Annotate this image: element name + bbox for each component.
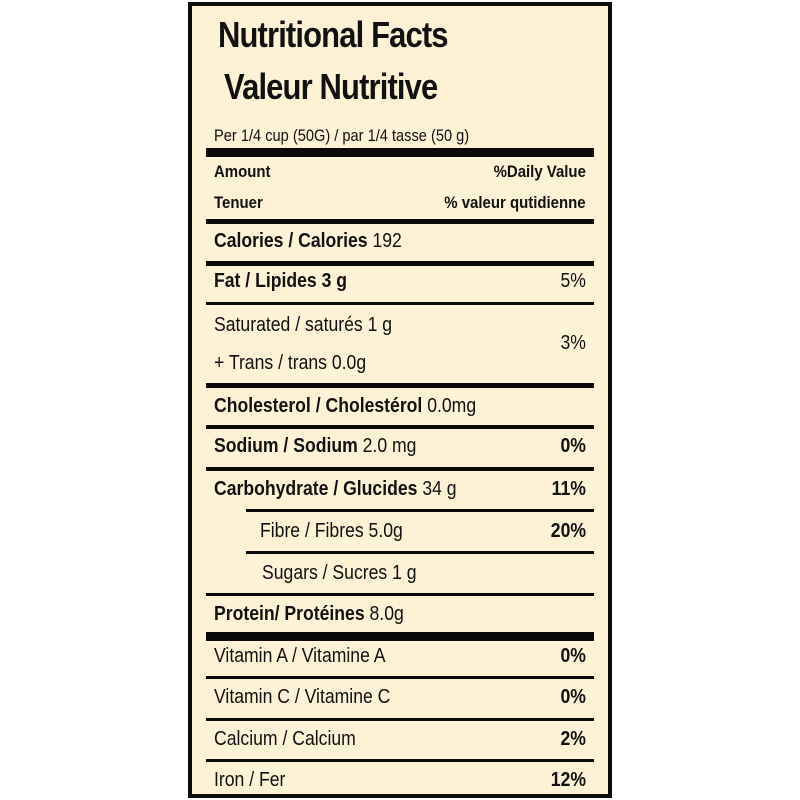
carbohydrate-label: Carbohydrate / Glucides: [214, 478, 418, 500]
calories-value: 192: [372, 230, 402, 252]
vitamin-a-daily-value: 0%: [560, 645, 586, 667]
iron-daily-value: 12%: [550, 769, 586, 791]
vitamin-c-label: Vitamin C / Vitamine C: [214, 686, 391, 708]
serving-size: Per 1/4 cup (50G) / par 1/4 tasse (50 g): [214, 126, 470, 145]
title-english: Nutritional Facts: [218, 14, 449, 55]
protein-row: Protein/ Protéines 8.0g: [214, 603, 404, 626]
sugars-label: Sugars / Sucres 1 g: [262, 562, 417, 584]
cholesterol-row: Cholesterol / Cholestérol 0.0mg: [214, 395, 476, 418]
divider: [246, 509, 594, 512]
sodium-row: Sodium / Sodium 2.0 mg: [214, 435, 416, 458]
sodium-label: Sodium / Sodium: [214, 435, 358, 457]
calcium-label: Calcium / Calcium: [214, 728, 356, 750]
divider: [206, 383, 594, 388]
divider: [206, 676, 594, 679]
vitamin-a-label: Vitamin A / Vitamine A: [214, 645, 386, 667]
divider: [206, 718, 594, 721]
fat-label: Fat / Lipides 3 g: [214, 270, 348, 292]
sodium-daily-value: 0%: [560, 435, 586, 457]
sodium-value: 2.0 mg: [362, 435, 417, 457]
carbohydrate-row: Carbohydrate / Glucides 34 g: [214, 478, 457, 501]
calories-label: Calories / Calories: [214, 230, 368, 252]
iron-label: Iron / Fer: [214, 769, 286, 791]
daily-value-header: %Daily Value: [493, 162, 586, 181]
amount-header-fr: Tenuer: [214, 193, 263, 212]
cholesterol-value: 0.0mg: [427, 395, 477, 417]
calcium-daily-value: 2%: [560, 728, 586, 750]
nutrition-facts-label: Nutritional Facts Valeur Nutritive Per 1…: [188, 2, 612, 798]
title-french: Valeur Nutritive: [224, 66, 438, 107]
protein-value: 8.0g: [369, 603, 404, 625]
fibre-daily-value: 20%: [550, 520, 586, 542]
saturated-label: Saturated / saturés 1 g: [214, 314, 393, 336]
calories-row: Calories / Calories 192: [214, 230, 402, 253]
divider: [206, 302, 594, 305]
cholesterol-label: Cholesterol / Cholestérol: [214, 395, 423, 417]
protein-label: Protein/ Protéines: [214, 603, 365, 625]
daily-value-header-fr: % valeur qutidienne: [444, 193, 586, 212]
divider: [206, 219, 594, 224]
fat-daily-value: 5%: [560, 270, 586, 292]
saturated-daily-value: 3%: [560, 332, 586, 354]
divider: [206, 467, 594, 471]
divider: [206, 759, 594, 762]
carbohydrate-value: 34 g: [422, 478, 457, 500]
divider: [246, 551, 594, 554]
amount-header: Amount: [214, 162, 271, 181]
divider: [206, 593, 594, 596]
vitamin-c-daily-value: 0%: [560, 686, 586, 708]
trans-label: + Trans / trans 0.0g: [214, 352, 367, 374]
divider: [206, 425, 594, 429]
fibre-label: Fibre / Fibres 5.0g: [260, 520, 403, 542]
carbohydrate-daily-value: 11%: [551, 478, 586, 500]
thick-rule: [206, 632, 594, 641]
divider: [206, 261, 594, 266]
thick-rule: [206, 148, 594, 157]
